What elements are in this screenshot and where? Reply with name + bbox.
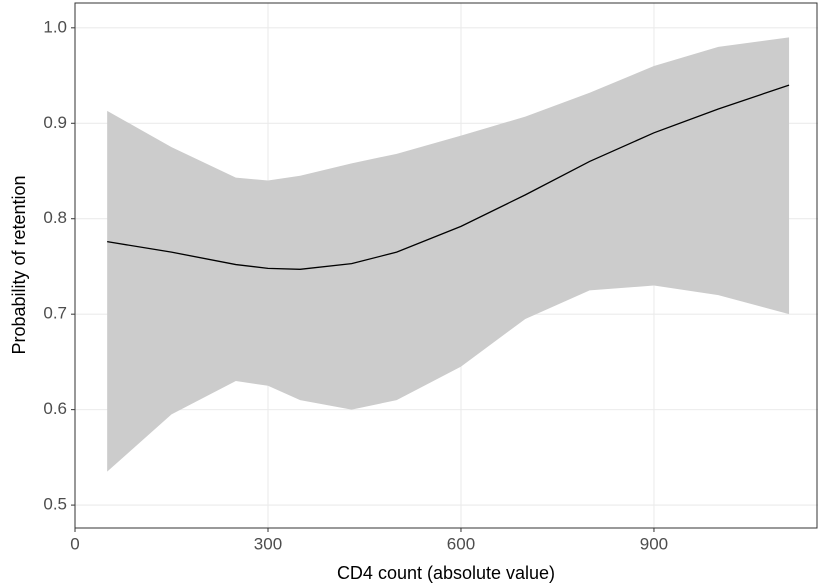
y-tick-label: 0.6: [43, 399, 67, 418]
y-axis-title: Probability of retention: [9, 175, 29, 354]
x-tick-label: 300: [254, 534, 282, 553]
x-tick-label: 600: [447, 534, 475, 553]
x-tick-label: 900: [640, 534, 668, 553]
y-tick-label: 0.5: [43, 495, 67, 514]
y-tick-label: 0.8: [43, 208, 67, 227]
line: [107, 84, 790, 270]
panel-border: [74, 2, 818, 529]
x-tick-label: 0: [70, 534, 79, 553]
y-tick-label: 0.7: [43, 304, 67, 323]
y-tick-label: 0.9: [43, 113, 67, 132]
x-axis-title: CD4 count (absolute value): [337, 563, 555, 583]
confidence-band: [107, 37, 790, 472]
y-tick-label: 1.0: [43, 17, 67, 36]
